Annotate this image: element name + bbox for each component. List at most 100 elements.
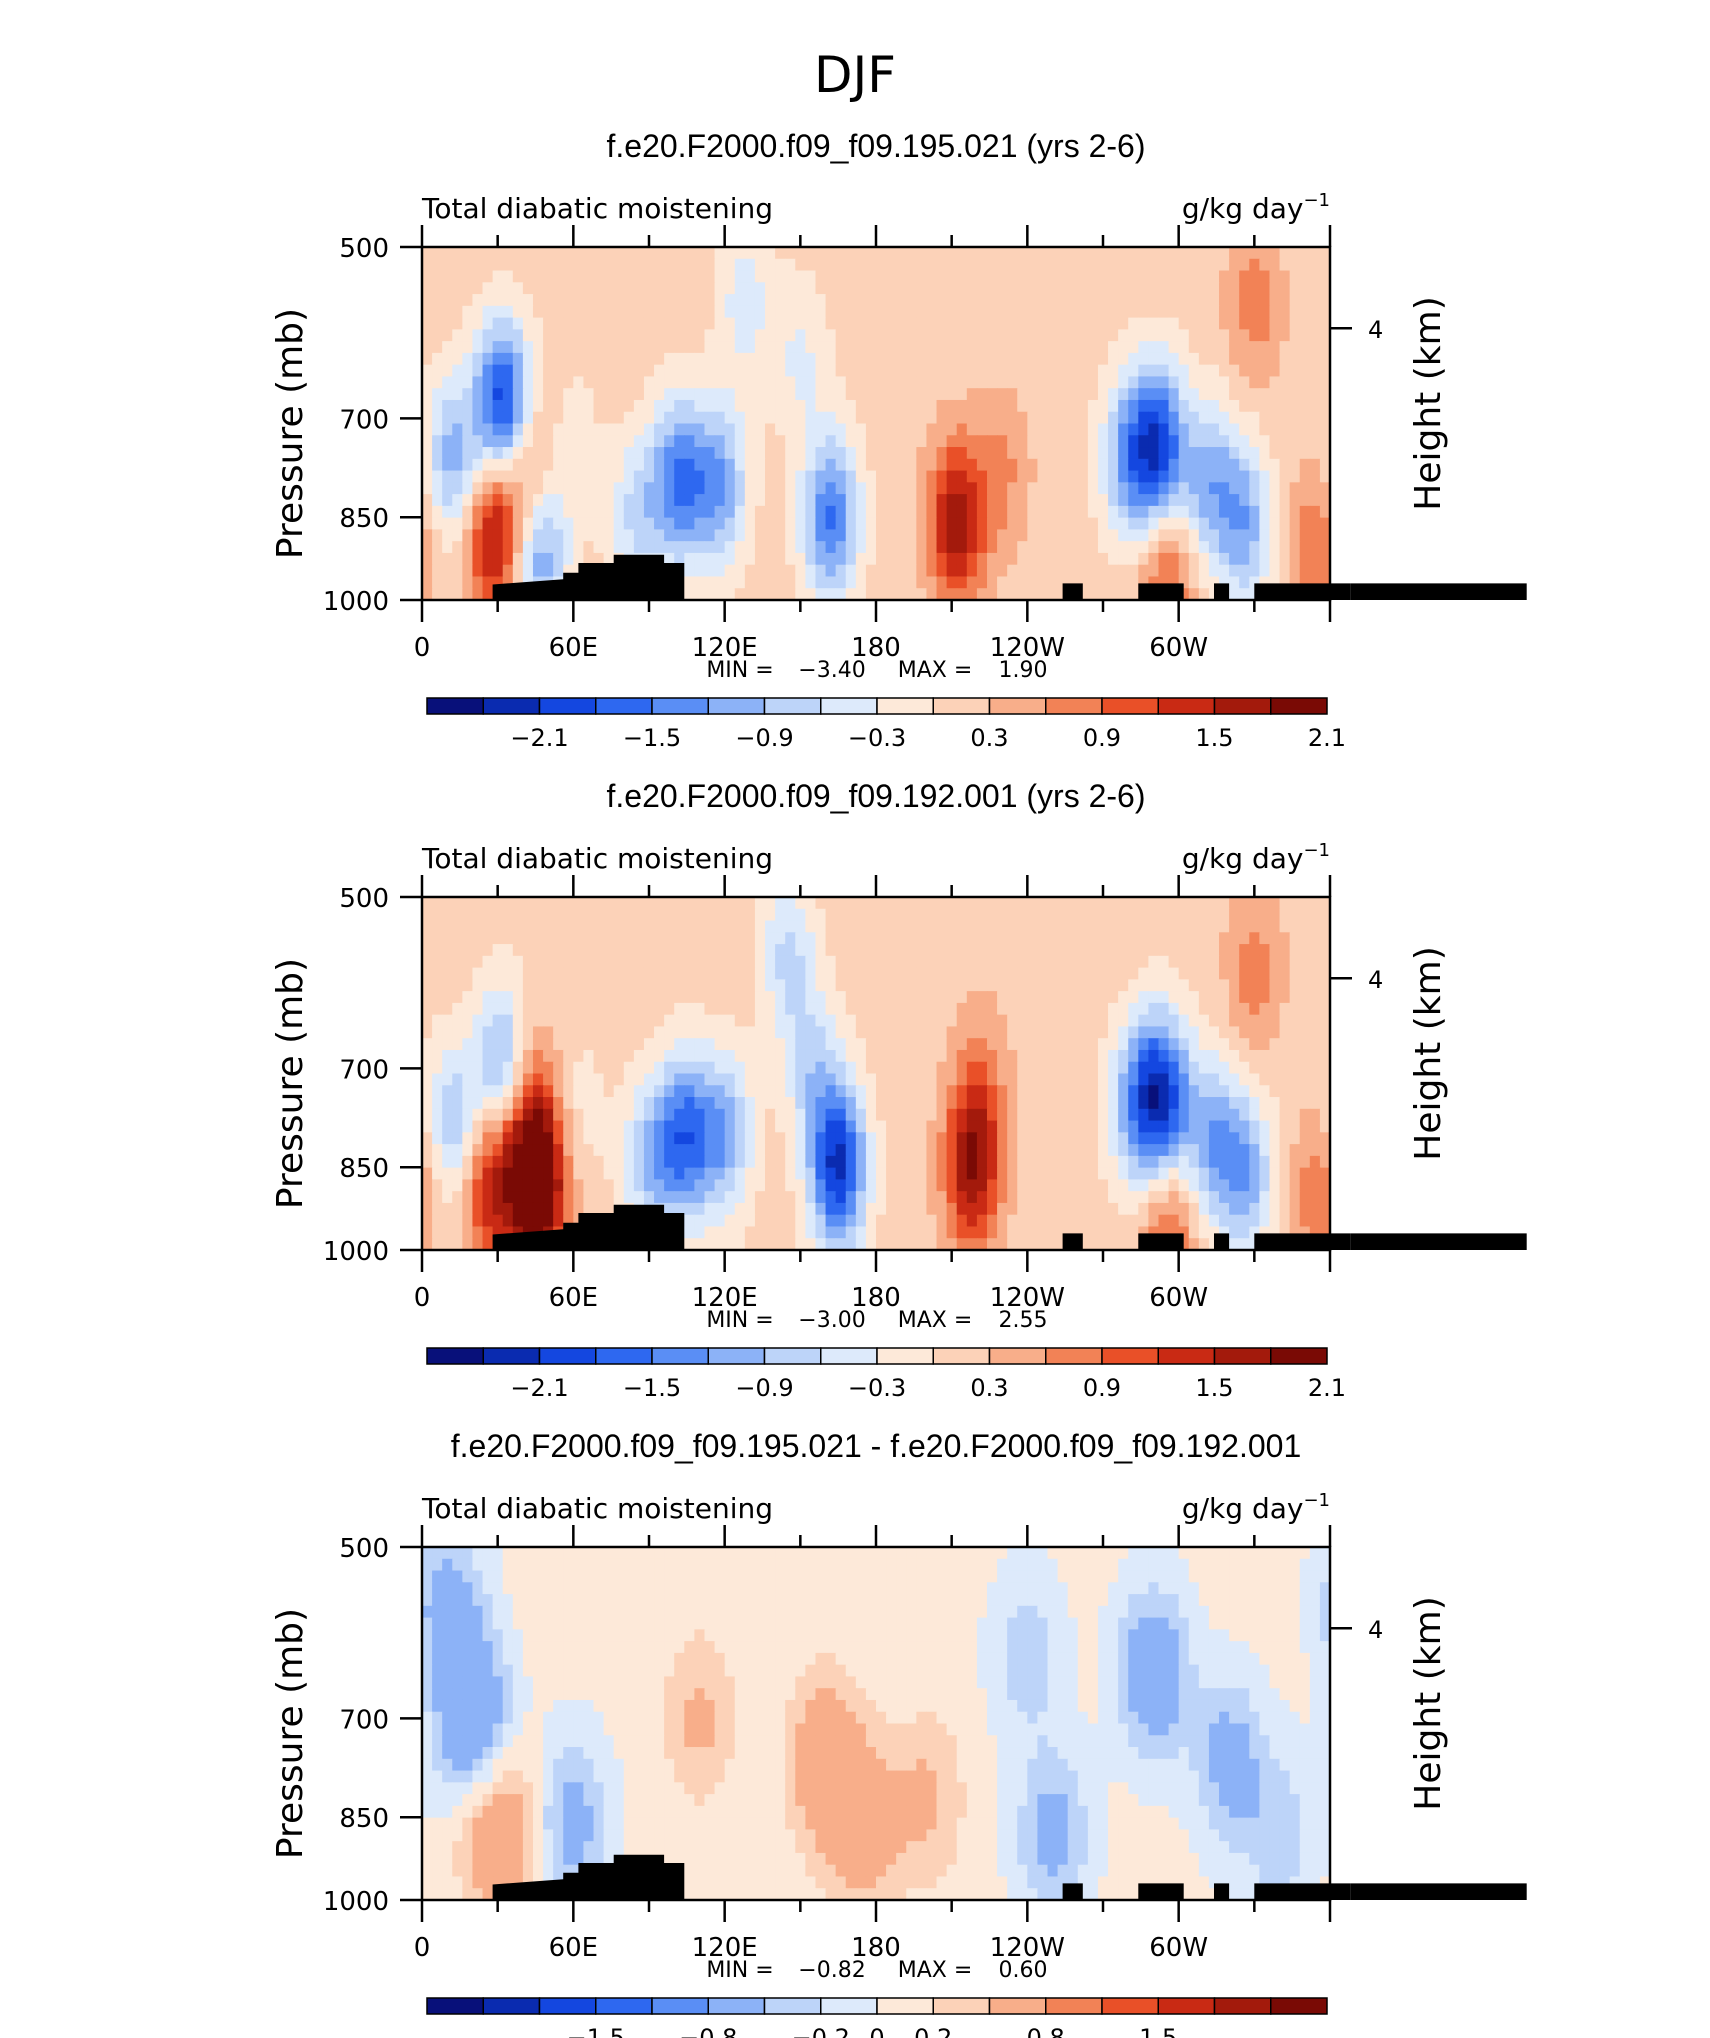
colorbar-label: 1.5 [1195, 724, 1233, 752]
field-cell [845, 505, 857, 519]
field-cell [714, 541, 726, 554]
field-cell [744, 423, 756, 436]
field-cell [1057, 932, 1069, 945]
field-cell [855, 494, 867, 507]
field-cell [855, 552, 867, 566]
field-cell [654, 258, 665, 272]
field-cell [1289, 317, 1301, 330]
field-cell [442, 1144, 453, 1157]
field-cell [1229, 517, 1240, 530]
field-cell [926, 270, 938, 283]
field-cell [926, 564, 938, 578]
field-cell [1067, 1038, 1079, 1051]
field-cell [674, 1026, 685, 1039]
field-cell [1239, 991, 1250, 1004]
field-cell [694, 1144, 706, 1157]
field-cell [422, 529, 433, 542]
field-cell [1027, 588, 1039, 600]
field-cell [1047, 908, 1059, 922]
field-cell [1027, 435, 1039, 448]
field-cell [855, 388, 867, 401]
field-cell [553, 529, 564, 542]
field-cell [785, 423, 796, 436]
field-cell [1188, 944, 1200, 957]
field-cell [502, 505, 514, 519]
field-cell [502, 517, 514, 530]
field-cell [1188, 305, 1200, 319]
field-cell [1077, 897, 1089, 910]
field-cell [1198, 270, 1210, 283]
field-cell [432, 1155, 443, 1169]
field-cell [664, 282, 675, 295]
field-cell [452, 247, 463, 260]
field-cell [1289, 388, 1301, 401]
field-cell [1017, 1049, 1028, 1063]
field-cell [956, 505, 968, 519]
field-cell [906, 258, 917, 272]
field-cell [1057, 505, 1069, 519]
field-cell [1208, 920, 1220, 933]
field-cell [906, 576, 917, 589]
field-cell [815, 932, 827, 945]
field-cell [936, 967, 948, 980]
field-cell [754, 447, 766, 460]
field-cell [502, 1014, 514, 1028]
field-cell [442, 897, 453, 910]
field-cell [1178, 517, 1190, 530]
field-cell [1168, 294, 1180, 307]
field-cell [573, 341, 585, 354]
field-cell [785, 376, 796, 389]
field-cell [1229, 1120, 1240, 1133]
field-cell [1269, 305, 1281, 319]
field-cell [583, 282, 595, 295]
field-cell [502, 447, 514, 460]
field-cell [1148, 1038, 1160, 1051]
field-cell [1097, 1167, 1109, 1180]
field-cell [1279, 979, 1291, 992]
field-cell [886, 435, 897, 448]
field-cell [643, 979, 655, 992]
field-cell [714, 1049, 726, 1063]
field-cell [1108, 1108, 1119, 1122]
field-cell [1148, 517, 1160, 530]
field-cell [795, 1120, 806, 1133]
field-cell [886, 1014, 897, 1028]
field-cell [674, 517, 685, 530]
field-cell [623, 399, 635, 413]
field-cell [754, 967, 766, 980]
field-cell [482, 305, 494, 319]
field-cell [734, 979, 746, 992]
field-cell [1219, 1108, 1230, 1122]
field-cell [613, 411, 625, 425]
field-cell [754, 352, 766, 366]
field-cell [765, 1120, 776, 1133]
field-cell [997, 341, 1008, 354]
field-cell [876, 908, 887, 922]
field-cell [754, 1061, 766, 1075]
field-cell [532, 944, 544, 957]
field-cell [694, 1179, 706, 1192]
field-cell [936, 517, 948, 530]
field-cell [1057, 1132, 1069, 1145]
field-cell [906, 435, 917, 448]
field-cell [452, 1026, 463, 1039]
field-cell [775, 564, 786, 578]
field-cell [855, 955, 867, 969]
field-cell [936, 258, 948, 272]
field-cell [1158, 1049, 1170, 1063]
field-cell [633, 529, 645, 542]
field-cell [966, 529, 978, 542]
field-cell [1118, 329, 1129, 342]
field-cell [865, 1155, 877, 1169]
field-cell [916, 494, 928, 507]
field-cell [1097, 341, 1109, 354]
field-cell [1108, 494, 1119, 507]
field-cell [563, 920, 574, 933]
field-cell [966, 517, 978, 530]
field-cell [694, 482, 706, 495]
field-cell [674, 329, 685, 342]
field-cell [502, 920, 514, 933]
field-cell [422, 458, 433, 472]
field-cell [845, 1120, 857, 1133]
field-cell [442, 329, 453, 342]
